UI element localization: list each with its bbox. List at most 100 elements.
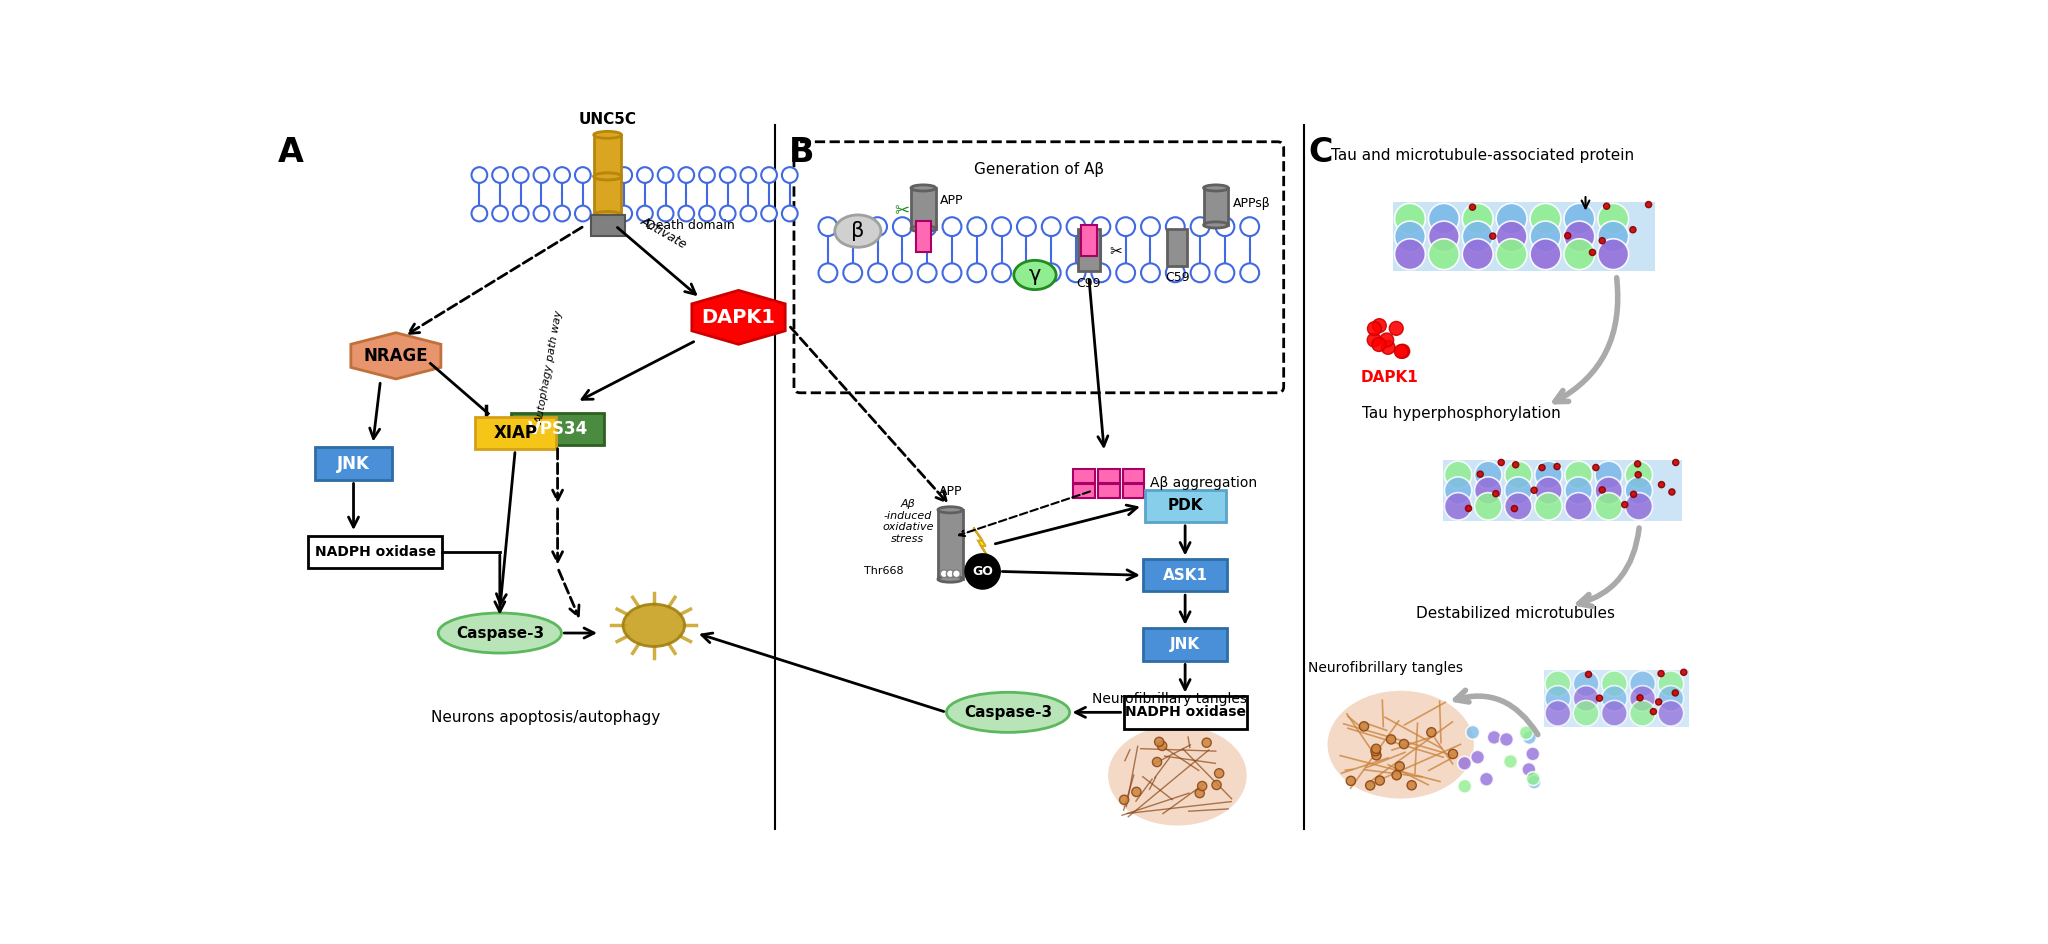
Text: C99: C99 bbox=[1077, 278, 1102, 291]
Ellipse shape bbox=[698, 167, 715, 183]
Ellipse shape bbox=[893, 263, 911, 282]
Bar bbox=[1393, 202, 1655, 271]
Circle shape bbox=[1427, 203, 1460, 234]
Circle shape bbox=[1372, 750, 1380, 760]
Circle shape bbox=[1372, 744, 1380, 753]
Ellipse shape bbox=[782, 206, 797, 222]
Circle shape bbox=[1462, 221, 1493, 252]
Ellipse shape bbox=[1018, 263, 1036, 282]
Circle shape bbox=[1630, 671, 1655, 697]
Circle shape bbox=[1593, 464, 1599, 471]
Text: Aβ
-induced
oxidative
stress: Aβ -induced oxidative stress bbox=[883, 499, 934, 544]
Ellipse shape bbox=[741, 206, 756, 222]
Circle shape bbox=[1544, 671, 1571, 697]
Circle shape bbox=[1458, 780, 1473, 793]
Circle shape bbox=[1673, 690, 1679, 696]
Ellipse shape bbox=[819, 263, 838, 282]
Ellipse shape bbox=[555, 167, 569, 183]
Text: Destabilized microtubules: Destabilized microtubules bbox=[1415, 606, 1616, 621]
Circle shape bbox=[1522, 731, 1536, 745]
Bar bbox=[1122, 469, 1145, 483]
Circle shape bbox=[1634, 472, 1640, 478]
Ellipse shape bbox=[1014, 261, 1057, 290]
Circle shape bbox=[1659, 700, 1683, 726]
Circle shape bbox=[1534, 477, 1563, 504]
Ellipse shape bbox=[844, 263, 862, 282]
Bar bbox=[1544, 669, 1690, 728]
Circle shape bbox=[1565, 462, 1591, 489]
Text: Neurofibrillary tangles: Neurofibrillary tangles bbox=[1309, 662, 1462, 675]
Circle shape bbox=[1427, 728, 1436, 737]
Circle shape bbox=[1493, 491, 1499, 497]
Circle shape bbox=[1120, 795, 1128, 804]
Circle shape bbox=[1157, 741, 1167, 750]
Circle shape bbox=[1597, 221, 1628, 252]
Ellipse shape bbox=[942, 263, 961, 282]
Ellipse shape bbox=[1067, 217, 1085, 236]
Text: Neurons apoptosis/autophagy: Neurons apoptosis/autophagy bbox=[432, 710, 662, 725]
Text: Autophagy path way: Autophagy path way bbox=[535, 310, 565, 425]
Circle shape bbox=[1595, 462, 1622, 489]
Text: NADPH oxidase: NADPH oxidase bbox=[1124, 705, 1245, 719]
Circle shape bbox=[1681, 669, 1688, 675]
Circle shape bbox=[1133, 787, 1141, 797]
Circle shape bbox=[1520, 726, 1534, 740]
Circle shape bbox=[1602, 685, 1628, 712]
Polygon shape bbox=[692, 291, 784, 345]
Ellipse shape bbox=[911, 185, 936, 191]
Ellipse shape bbox=[1165, 263, 1184, 282]
Ellipse shape bbox=[868, 263, 887, 282]
Ellipse shape bbox=[594, 173, 621, 180]
Ellipse shape bbox=[967, 263, 987, 282]
Text: NRAGE: NRAGE bbox=[365, 346, 428, 364]
Bar bbox=[1143, 559, 1227, 592]
Text: APPsβ: APPsβ bbox=[1233, 197, 1270, 210]
Circle shape bbox=[1399, 739, 1409, 749]
Ellipse shape bbox=[782, 167, 797, 183]
Circle shape bbox=[1526, 772, 1540, 785]
Ellipse shape bbox=[575, 167, 590, 183]
Bar bbox=[1122, 484, 1145, 498]
Ellipse shape bbox=[1108, 725, 1247, 826]
Ellipse shape bbox=[657, 167, 674, 183]
Circle shape bbox=[1565, 221, 1595, 252]
Text: A: A bbox=[279, 136, 303, 169]
Text: C59: C59 bbox=[1165, 271, 1190, 284]
Circle shape bbox=[1630, 491, 1636, 497]
Bar bbox=[1444, 460, 1681, 521]
Ellipse shape bbox=[1165, 217, 1184, 236]
Circle shape bbox=[1214, 768, 1225, 778]
Circle shape bbox=[1153, 757, 1161, 767]
Ellipse shape bbox=[492, 206, 508, 222]
Bar bbox=[1204, 188, 1229, 225]
Circle shape bbox=[1212, 781, 1221, 789]
Circle shape bbox=[1155, 737, 1163, 747]
Text: Neurofibrillary tangles: Neurofibrillary tangles bbox=[1092, 692, 1247, 706]
Ellipse shape bbox=[762, 167, 776, 183]
Circle shape bbox=[1444, 477, 1473, 504]
Ellipse shape bbox=[1042, 217, 1061, 236]
Circle shape bbox=[1393, 770, 1401, 780]
Circle shape bbox=[1468, 204, 1475, 211]
Text: APP: APP bbox=[938, 485, 963, 498]
Circle shape bbox=[1597, 203, 1628, 234]
Circle shape bbox=[1626, 477, 1653, 504]
Ellipse shape bbox=[594, 211, 621, 218]
Text: NADPH oxidase: NADPH oxidase bbox=[315, 546, 436, 559]
Circle shape bbox=[1198, 782, 1206, 791]
Ellipse shape bbox=[698, 206, 715, 222]
Circle shape bbox=[1470, 750, 1485, 764]
Circle shape bbox=[1659, 671, 1683, 697]
Ellipse shape bbox=[1241, 217, 1260, 236]
Circle shape bbox=[1573, 671, 1599, 697]
Circle shape bbox=[1503, 754, 1518, 768]
Circle shape bbox=[1651, 709, 1657, 715]
Circle shape bbox=[1599, 487, 1606, 493]
Ellipse shape bbox=[1214, 263, 1235, 282]
Text: β: β bbox=[852, 221, 864, 241]
Circle shape bbox=[1479, 772, 1493, 786]
Circle shape bbox=[1389, 322, 1403, 335]
Ellipse shape bbox=[719, 206, 735, 222]
Ellipse shape bbox=[991, 263, 1012, 282]
Ellipse shape bbox=[1116, 217, 1135, 236]
